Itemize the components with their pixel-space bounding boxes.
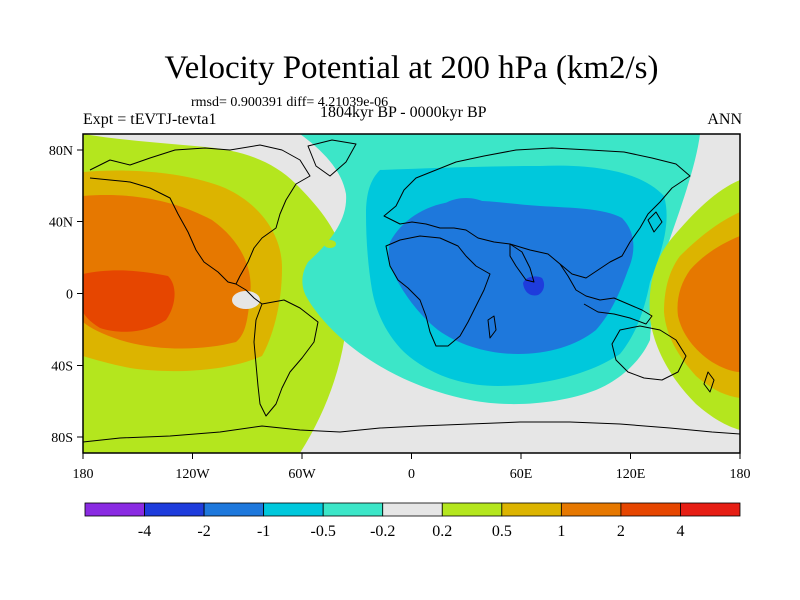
contour-neg-2: [523, 276, 545, 296]
coastline-madagascar: [487, 315, 497, 339]
rmsd-diff-text: rmsd= 0.900391 diff= 4.21039e-06: [191, 95, 389, 110]
y-tick-label: 40S: [51, 360, 73, 375]
coastline-eurasia: [383, 147, 691, 279]
y-tick-label: 80N: [49, 144, 73, 159]
colorbar-swatch: [560, 502, 622, 517]
x-tick-label: 120W: [175, 467, 210, 482]
colorbar-swatch: [620, 502, 681, 517]
coastline-southeast-asia: [559, 263, 653, 325]
x-tick-label: 120E: [616, 467, 646, 482]
coastline-north-america: [89, 144, 311, 285]
contour-neg-1-north: [435, 198, 494, 226]
y-tick-label: 0: [66, 288, 73, 303]
x-tick-label: 0: [408, 467, 415, 482]
contour-pos-2: [83, 270, 175, 332]
y-axis-labels: 80N 40N 0 40S 80S: [49, 144, 73, 446]
colorbar-swatch: [322, 502, 384, 517]
colorbar-swatch: [382, 502, 443, 517]
coastline-india: [509, 243, 535, 283]
contour-patch-pacific: [232, 291, 260, 309]
colorbar-swatch: [144, 502, 205, 517]
coastline-japan: [647, 211, 663, 233]
colorbar-label: -0.2: [370, 523, 395, 540]
x-tick-label: 180: [730, 467, 751, 482]
axis-ticks: [77, 149, 741, 459]
colorbar-label: 0.2: [432, 523, 452, 540]
coastline-africa: [385, 235, 491, 347]
colorbar-label: 1: [557, 523, 565, 540]
contour-patch-atlantic: [324, 240, 336, 248]
velocity-potential-field: [83, 134, 740, 453]
colorbar-swatch: [680, 502, 741, 517]
coastline-south-america: [253, 299, 319, 417]
colorbar-label: 0.5: [492, 523, 512, 540]
contour-neg-1: [388, 200, 634, 354]
coastline-new-zealand: [703, 371, 715, 393]
colorbar: -4 -2 -1 -0.5 -0.2 0.2 0.5 1 2 4: [84, 502, 741, 540]
coastlines: [83, 139, 740, 443]
colorbar-label: -2: [197, 523, 210, 540]
season-label: ANN: [707, 111, 742, 128]
colorbar-swatch: [501, 502, 562, 517]
x-tick-label: 60W: [288, 467, 316, 482]
coastline-greenland: [307, 139, 357, 177]
contour-pos-east-1: [677, 236, 740, 372]
colorbar-label: -1: [257, 523, 270, 540]
x-tick-label: 60E: [510, 467, 533, 482]
period-label: 1804kyr BP - 0000kyr BP: [320, 104, 487, 121]
x-axis-labels: 180 120W 60W 0 60E 120E 180: [73, 467, 751, 482]
colorbar-swatch: [203, 502, 265, 517]
x-tick-label: 180: [73, 467, 94, 482]
coastline-australia: [611, 325, 687, 381]
colorbar-label: 2: [617, 523, 625, 540]
colorbar-label: -0.5: [311, 523, 336, 540]
colorbar-swatch: [263, 502, 324, 517]
figure-title: Velocity Potential at 200 hPa (km2/s): [164, 50, 659, 86]
coastline-antarctica: [83, 421, 740, 443]
y-tick-label: 80S: [51, 431, 73, 446]
coastline-central-america: [235, 283, 263, 305]
colorbar-label: 4: [676, 523, 684, 540]
y-tick-label: 40N: [49, 216, 73, 231]
experiment-label: Expt = tEVTJ-tevta1: [83, 111, 217, 128]
colorbar-label: -4: [138, 523, 151, 540]
colorbar-swatch: [441, 502, 503, 517]
colorbar-swatch: [84, 502, 145, 517]
